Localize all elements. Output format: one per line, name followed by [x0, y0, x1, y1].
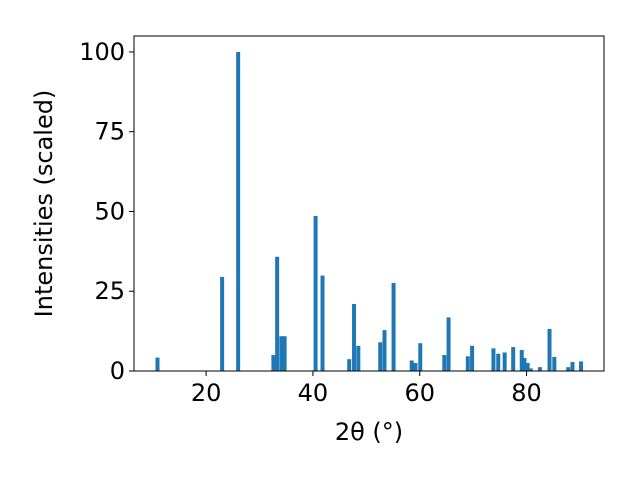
- x-tick-label: 40: [298, 379, 329, 407]
- bar: [155, 357, 160, 371]
- bar: [220, 276, 225, 371]
- bar: [522, 357, 527, 371]
- bar: [418, 343, 423, 371]
- bar: [446, 317, 451, 371]
- bar: [313, 215, 318, 371]
- bar: [356, 345, 361, 371]
- bar: [502, 352, 507, 371]
- bar: [547, 328, 552, 371]
- bar: [519, 349, 524, 371]
- bar: [491, 348, 496, 371]
- bar: [409, 360, 414, 371]
- bar: [525, 363, 530, 371]
- bar: [382, 330, 387, 371]
- y-tick-label: 25: [94, 277, 125, 305]
- bar: [511, 347, 516, 371]
- bar: [236, 51, 241, 371]
- bar: [442, 355, 447, 371]
- x-tick-label: 20: [191, 379, 222, 407]
- plot-frame: [133, 35, 605, 372]
- bar: [282, 336, 287, 371]
- bar: [320, 275, 325, 371]
- y-tick-label: 75: [94, 118, 125, 146]
- bar: [566, 367, 571, 371]
- x-tick-label: 80: [511, 379, 542, 407]
- bar: [570, 362, 575, 371]
- y-tick-label: 50: [94, 197, 125, 225]
- x-axis-ticks: 20 40 60 80: [191, 371, 542, 407]
- bar: [579, 361, 584, 371]
- y-tick-label: 0: [110, 357, 125, 385]
- x-axis-label: 2θ (°): [335, 418, 403, 446]
- bar: [275, 256, 280, 371]
- y-tick-label: 100: [79, 38, 125, 66]
- bar: [465, 356, 470, 371]
- bar: [391, 282, 396, 371]
- bar: [347, 359, 352, 371]
- bar: [413, 363, 418, 371]
- x-tick-label: 60: [404, 379, 435, 407]
- bar: [528, 368, 533, 371]
- bars-group: [155, 51, 584, 371]
- bar: [378, 342, 383, 371]
- y-axis-ticks: 0 25 50 75 100: [79, 38, 134, 385]
- bar: [279, 336, 284, 371]
- y-axis-label: Intensities (scaled): [30, 90, 58, 318]
- bar: [352, 304, 357, 371]
- bar: [552, 356, 557, 371]
- bar: [271, 355, 276, 371]
- bar: [470, 345, 475, 371]
- bar: [496, 353, 501, 371]
- bar: [537, 367, 542, 371]
